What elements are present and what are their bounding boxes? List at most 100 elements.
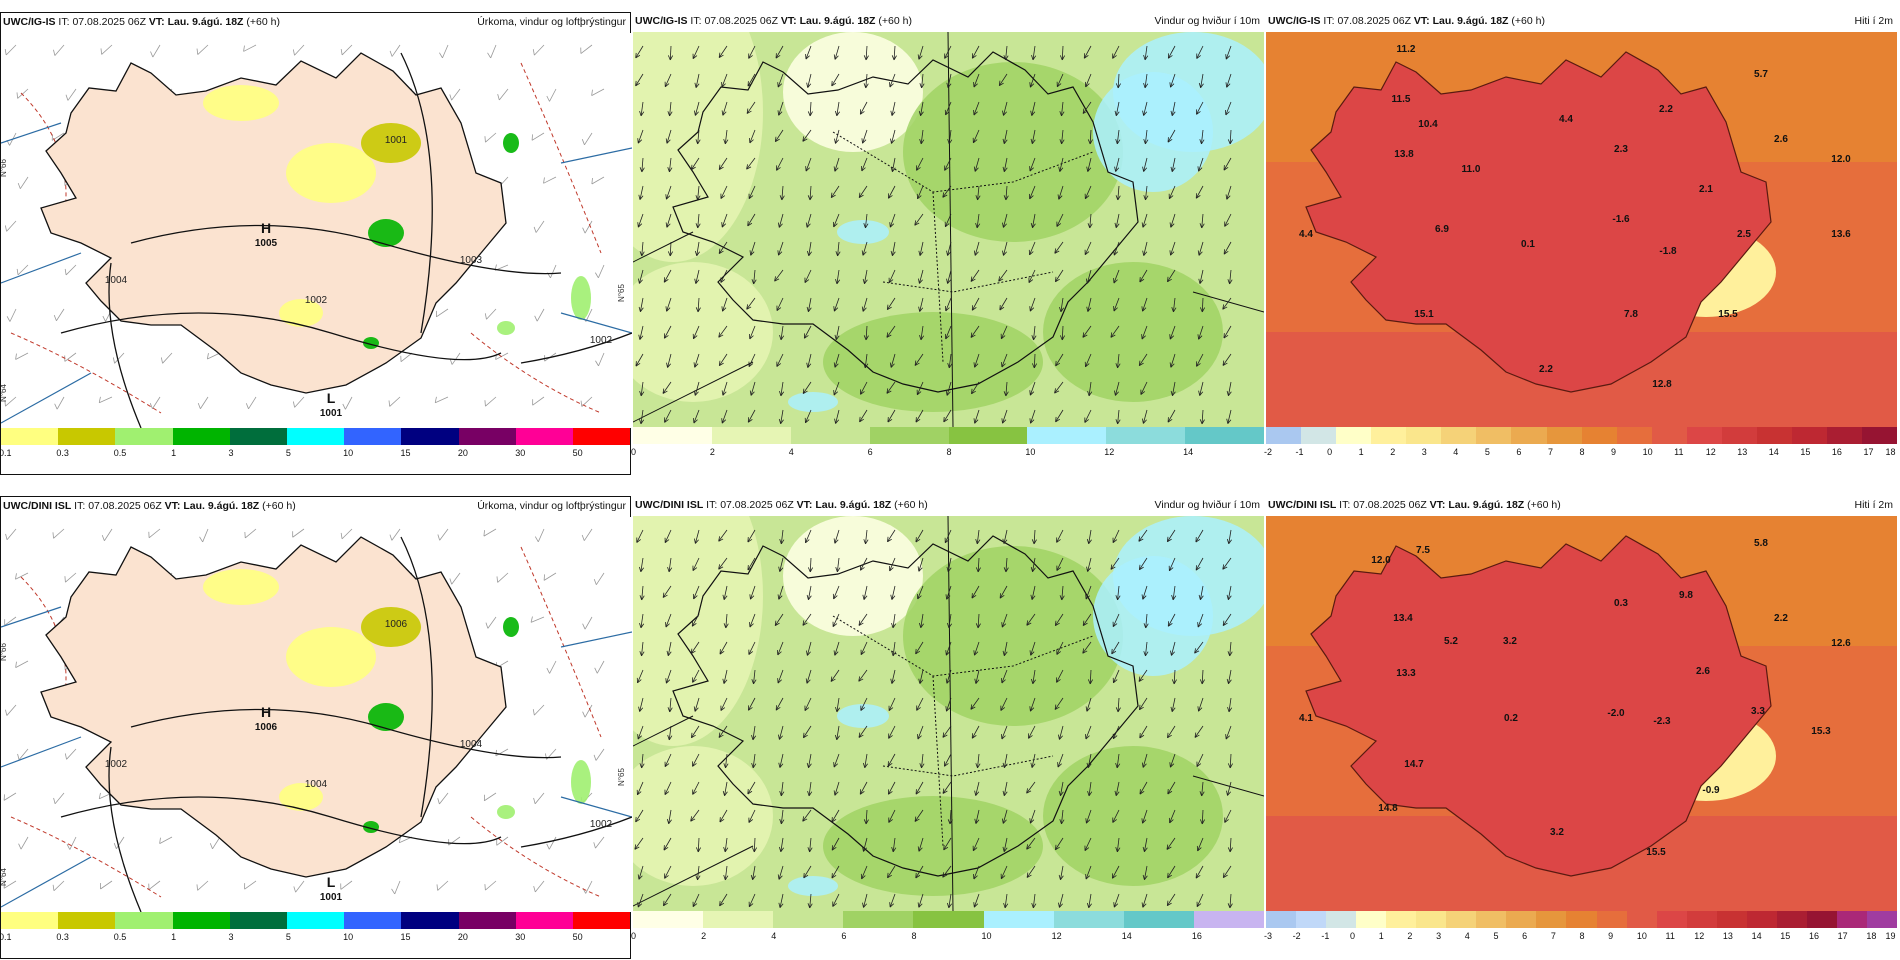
legend-tick: 10 bbox=[343, 448, 353, 458]
legend-tick: 50 bbox=[573, 448, 583, 458]
isobar-label: 1002 bbox=[590, 819, 613, 830]
it-label: IT: bbox=[74, 500, 85, 512]
latitude-label: N°66 bbox=[1, 643, 8, 661]
legend-swatch bbox=[1807, 911, 1837, 928]
legend-swatch bbox=[1301, 427, 1336, 444]
map-canvas bbox=[633, 32, 1264, 427]
it-label: IT: bbox=[706, 499, 717, 511]
temperature-value: -1.6 bbox=[1612, 214, 1630, 225]
panel-precip: UWC/DINI ISL IT: 07.08.2025 06Z VT: Lau.… bbox=[0, 496, 631, 959]
legend-swatches bbox=[1, 912, 630, 929]
panel-title: Vindur og hviður í 10m bbox=[1155, 499, 1260, 511]
legend-tick: 3 bbox=[1436, 931, 1441, 941]
legend-swatch bbox=[1747, 911, 1777, 928]
isobar-label: 1002 bbox=[590, 335, 613, 346]
legend-tick: 16 bbox=[1809, 931, 1819, 941]
legend-tick: 8 bbox=[911, 931, 916, 941]
panel-meta: UWC/IG-IS IT: 07.08.2025 06Z VT: Lau. 9.… bbox=[1268, 15, 1545, 27]
legend-tick: 3 bbox=[1422, 447, 1427, 457]
legend-tick: -2 bbox=[1293, 931, 1301, 941]
legend-tick: 16 bbox=[1832, 447, 1842, 457]
legend-swatch bbox=[1185, 427, 1264, 444]
legend-swatch bbox=[1356, 911, 1386, 928]
panel-title: Vindur og hviður í 10m bbox=[1155, 15, 1260, 27]
legend-swatch bbox=[1511, 427, 1546, 444]
legend-tick: 0.3 bbox=[56, 932, 69, 942]
temperature-value: 0.3 bbox=[1614, 598, 1628, 609]
legend-swatch bbox=[58, 428, 115, 445]
it-label: IT: bbox=[1323, 15, 1334, 27]
legend-tick: 9 bbox=[1608, 931, 1613, 941]
legend-tick: 4 bbox=[789, 447, 794, 457]
legend-swatch bbox=[712, 427, 791, 444]
latitude-label: N°66 bbox=[1, 159, 8, 177]
legend-tick: 12 bbox=[1052, 931, 1062, 941]
temperature-value: 2.2 bbox=[1539, 364, 1553, 375]
it-value: 07.08.2025 06Z bbox=[704, 15, 778, 27]
legend-tick: -3 bbox=[1264, 931, 1272, 941]
legend-tick: 14 bbox=[1769, 447, 1779, 457]
legend-tick: 4 bbox=[771, 931, 776, 941]
legend-swatch bbox=[58, 912, 115, 929]
legend-swatch bbox=[633, 427, 712, 444]
model-name: UWC/DINI ISL bbox=[635, 499, 703, 511]
legend-tick: 6 bbox=[1522, 931, 1527, 941]
it-value: 07.08.2025 06Z bbox=[88, 500, 162, 512]
legend-tick: 0 bbox=[631, 447, 636, 457]
legend-swatch bbox=[115, 428, 172, 445]
legend-swatch bbox=[1371, 427, 1406, 444]
legend-tick: 8 bbox=[947, 447, 952, 457]
vt-label: VT: bbox=[1414, 15, 1430, 27]
legend-tick: 13 bbox=[1737, 447, 1747, 457]
vt-value: Lau. 9.ágú. 18Z bbox=[168, 16, 244, 28]
legend-swatch bbox=[1757, 427, 1792, 444]
legend-swatch bbox=[1867, 911, 1897, 928]
legend-tick: 10 bbox=[1025, 447, 1035, 457]
panel-title: Hiti í 2m bbox=[1854, 15, 1893, 27]
legend-tick: 19 bbox=[1886, 931, 1896, 941]
legend-swatch bbox=[1441, 427, 1476, 444]
panel-meta: UWC/IG-IS IT: 07.08.2025 06Z VT: Lau. 9.… bbox=[3, 16, 280, 28]
legend-swatch bbox=[984, 911, 1054, 928]
legend-swatch bbox=[1582, 427, 1617, 444]
legend-tick: 15 bbox=[1800, 447, 1810, 457]
low-pressure-symbol: L bbox=[327, 874, 336, 890]
map-canvas bbox=[633, 516, 1264, 911]
legend-tick: 15 bbox=[401, 932, 411, 942]
legend-tick: 18 bbox=[1866, 931, 1876, 941]
low-pressure-value: 1001 bbox=[320, 408, 343, 419]
it-value: 07.08.2025 06Z bbox=[720, 499, 794, 511]
lead-time: (+60 h) bbox=[1511, 15, 1545, 27]
legend-tick: 7 bbox=[1551, 931, 1556, 941]
temperature-value: 15.1 bbox=[1414, 309, 1434, 320]
legend-tick: 2 bbox=[1407, 931, 1412, 941]
panel-header: UWC/DINI ISL IT: 07.08.2025 06Z VT: Lau.… bbox=[1266, 496, 1897, 516]
temperature-value: 2.1 bbox=[1699, 184, 1713, 195]
legend-tick: 5 bbox=[286, 448, 291, 458]
model-name: UWC/IG-IS bbox=[1268, 15, 1321, 27]
legend-tick: 3 bbox=[228, 448, 233, 458]
map-area bbox=[633, 32, 1264, 427]
temperature-value: -1.8 bbox=[1659, 246, 1677, 257]
temperature-value: 7.5 bbox=[1416, 545, 1430, 556]
legend-swatch bbox=[773, 911, 843, 928]
legend-swatch bbox=[1266, 427, 1301, 444]
temperature-value: 5.2 bbox=[1444, 636, 1458, 647]
legend-tick: 0.5 bbox=[114, 448, 127, 458]
temperature-value: 15.5 bbox=[1718, 309, 1738, 320]
legend-swatch bbox=[1792, 427, 1827, 444]
isobar-label: 1001 bbox=[385, 135, 408, 146]
legend-tick: 1 bbox=[1359, 447, 1364, 457]
legend-swatch bbox=[633, 911, 703, 928]
temperature-value: 13.3 bbox=[1396, 668, 1416, 679]
high-pressure-symbol: H bbox=[261, 220, 271, 236]
